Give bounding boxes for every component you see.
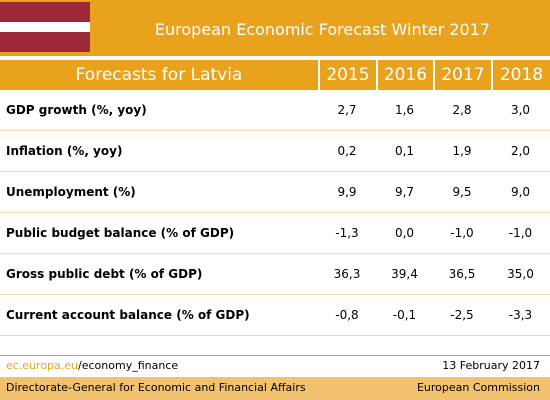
table-caption: Forecasts for Latvia xyxy=(0,60,318,90)
cell-value: 35,0 xyxy=(507,267,534,281)
cell-value: 0,1 xyxy=(394,144,415,158)
table-row: Unemployment (%) 9,9 9,7 9,5 9,0 xyxy=(0,172,550,213)
latvia-flag xyxy=(0,2,90,52)
row-label: Inflation (%, yoy) xyxy=(6,144,123,158)
table-row: Current account balance (% of GDP) -0,8 -0… xyxy=(0,295,550,336)
cell-value: 1,9 xyxy=(452,144,472,158)
cell-value: 36,3 xyxy=(333,267,361,281)
cell-value: -1,0 xyxy=(450,226,474,240)
cell-value: 39,4 xyxy=(391,267,418,281)
cell-value: 9,5 xyxy=(452,185,472,199)
row-label: Gross public debt (% of GDP) xyxy=(6,267,203,281)
cell-value: 2,8 xyxy=(452,103,472,117)
table-row: Gross public debt (% of GDP) 36,3 39,4 36,5… xyxy=(0,254,550,295)
footer: ec.europa.eu/economy_finance 13 February… xyxy=(0,355,550,374)
cell-value: 3,0 xyxy=(510,103,531,117)
cell-value: 9,7 xyxy=(394,185,415,199)
bottom-band: Directorate-General for Economic and Fin… xyxy=(0,377,550,400)
cell-value: 9,9 xyxy=(337,185,357,199)
row-label: Unemployment (%) xyxy=(6,185,136,199)
cell-value: -0,1 xyxy=(392,308,417,322)
title: European Economic Forecast Winter 2017 xyxy=(154,20,491,39)
table-row: Inflation (%, yoy) 0,2 0,1 1,9 2,0 xyxy=(0,131,550,172)
cell-value: -2,5 xyxy=(450,308,474,322)
year-header: 2015 xyxy=(318,60,376,90)
dg-name: Directorate-General for Economic and Fin… xyxy=(6,381,306,394)
cell-value: 2,7 xyxy=(337,103,357,117)
link[interactable]: ec.europa.eu/economy_finance xyxy=(6,359,178,372)
year-header: 2017 xyxy=(433,60,491,90)
cell-value: 36,5 xyxy=(448,267,476,281)
row-label: Current account balance (% of GDP) xyxy=(6,308,250,322)
table-row: GDP growth (%, yoy) 2,7 1,6 2,8 3,0 xyxy=(0,90,550,131)
header-band: European Economic Forecast Winter 2017 xyxy=(0,0,550,56)
cell-value: 0,2 xyxy=(337,144,357,158)
table-row: Public budget balance (% of GDP) -1,3 0,0 -… xyxy=(0,213,550,254)
cell-value: -0,8 xyxy=(335,308,359,322)
cell-value: 2,0 xyxy=(510,144,531,158)
row-label: Public budget balance (% of GDP) xyxy=(6,226,235,240)
date: 13 February 2017 xyxy=(442,359,540,372)
cell-value: -3,3 xyxy=(508,308,533,322)
cell-value: 0,0 xyxy=(394,226,415,240)
commission: European Commission xyxy=(416,381,540,394)
cell-value: -1,3 xyxy=(335,226,359,240)
year-header: 2016 xyxy=(376,60,433,90)
cell-value: 1,6 xyxy=(394,103,415,117)
row-label: GDP growth (%, yoy) xyxy=(6,103,147,117)
table-header: Forecasts for Latvia 2015 2016 2017 2018 xyxy=(0,60,550,90)
cell-value: 9,0 xyxy=(510,185,531,199)
link-path[interactable]: /economy_finance xyxy=(78,359,179,372)
cell-value: -1,0 xyxy=(508,226,533,240)
link-domain[interactable]: ec.europa.eu xyxy=(6,359,79,372)
year-header: 2018 xyxy=(491,60,550,90)
table-body: GDP growth (%, yoy) 2,7 1,6 2,8 3,0 Inflation… xyxy=(0,90,550,336)
